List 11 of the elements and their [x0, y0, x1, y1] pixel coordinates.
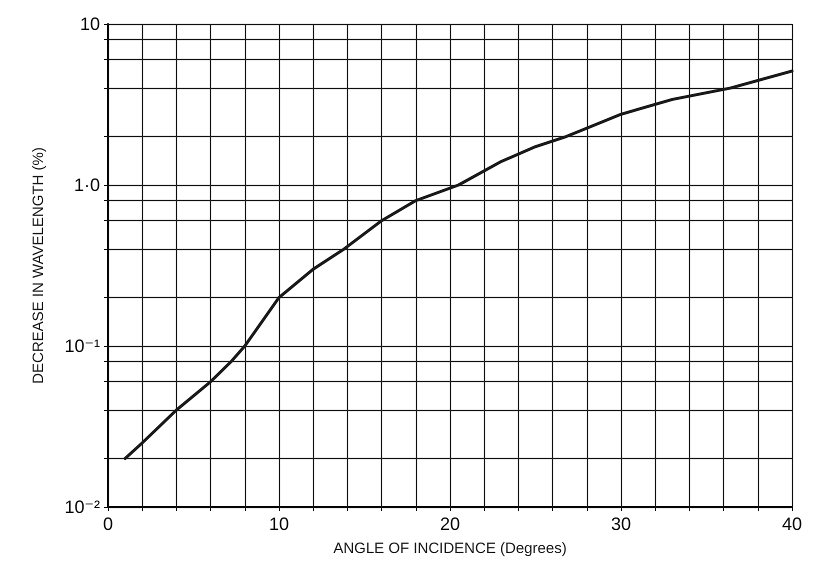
y-tick-label: 10⁻¹: [64, 336, 100, 356]
y-tick-label: 10: [80, 14, 100, 34]
x-axis-title: ANGLE OF INCIDENCE (Degrees): [333, 540, 567, 557]
x-tick-label: 30: [610, 514, 632, 534]
y-tick-label: 10⁻²: [64, 497, 100, 517]
y-axis-title: DECREASE IN WAVELENGTH (%): [30, 147, 47, 384]
x-tick-label: 20: [440, 514, 460, 534]
x-tick-label: 10: [268, 514, 290, 534]
x-tick-label: 0: [102, 514, 114, 534]
x-tick-label: 40: [782, 514, 802, 534]
y-tick-label: 1·0: [74, 175, 100, 195]
